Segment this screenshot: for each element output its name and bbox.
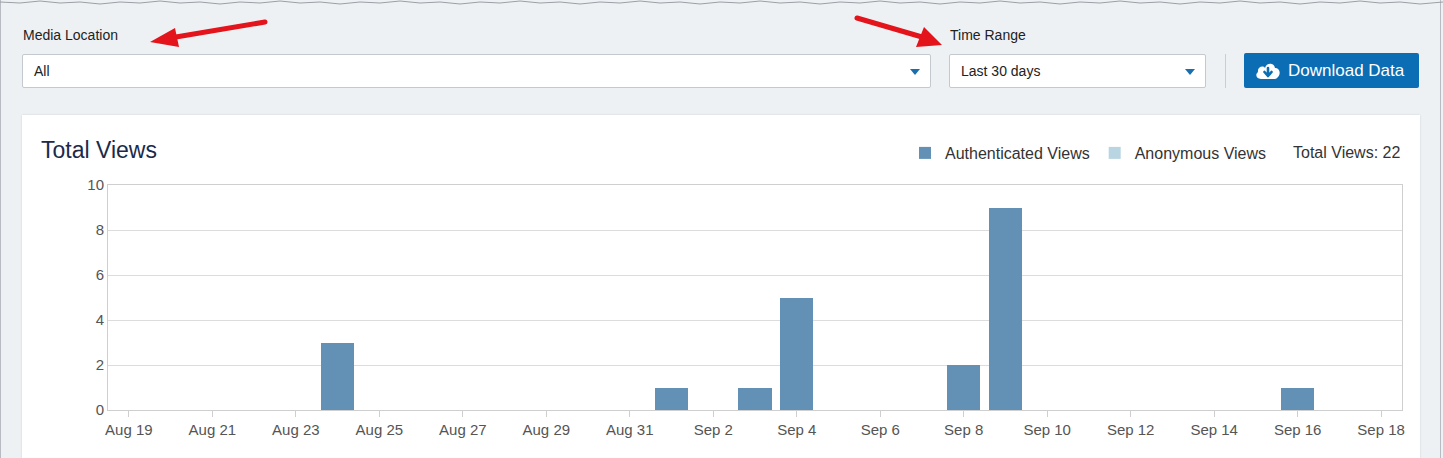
html-text:Download Data: Download Data xyxy=(1288,61,1405,80)
svg-text:Aug 31: Aug 31 xyxy=(606,421,654,438)
html-text:Time Range: Time Range xyxy=(950,27,1026,43)
svg-text:8: 8 xyxy=(96,221,104,238)
svg-text:Total Views: Total Views xyxy=(41,137,157,163)
svg-text:Sep 4: Sep 4 xyxy=(777,421,816,438)
svg-text:Sep 2: Sep 2 xyxy=(694,421,733,438)
svg-text:2: 2 xyxy=(96,356,104,373)
svg-text:6: 6 xyxy=(96,266,104,283)
svg-text:Aug 19: Aug 19 xyxy=(105,421,153,438)
svg-text:Aug 27: Aug 27 xyxy=(439,421,487,438)
svg-text:Anonymous Views: Anonymous Views xyxy=(1135,145,1266,162)
html-text:Media Location: Media Location xyxy=(23,27,118,43)
svg-text:0: 0 xyxy=(96,401,104,418)
svg-text:Sep 12: Sep 12 xyxy=(1107,421,1155,438)
svg-text:Sep 6: Sep 6 xyxy=(861,421,900,438)
html-text:All: All xyxy=(34,63,50,79)
svg-text:Sep 14: Sep 14 xyxy=(1190,421,1238,438)
svg-text:Aug 23: Aug 23 xyxy=(272,421,320,438)
svg-text:Sep 16: Sep 16 xyxy=(1274,421,1322,438)
svg-text:Sep 8: Sep 8 xyxy=(944,421,983,438)
svg-text:Aug 21: Aug 21 xyxy=(189,421,237,438)
svg-text:10: 10 xyxy=(87,176,104,193)
svg-text:4: 4 xyxy=(96,311,104,328)
svg-text:Authenticated Views: Authenticated Views xyxy=(945,145,1090,162)
svg-text:Sep 10: Sep 10 xyxy=(1023,421,1071,438)
svg-text:Aug 29: Aug 29 xyxy=(523,421,571,438)
svg-text:Sep 18: Sep 18 xyxy=(1357,421,1405,438)
svg-text:Aug 25: Aug 25 xyxy=(356,421,404,438)
html-text:Last 30 days: Last 30 days xyxy=(961,63,1041,79)
svg-text:Total Views: 22: Total Views: 22 xyxy=(1293,144,1400,161)
